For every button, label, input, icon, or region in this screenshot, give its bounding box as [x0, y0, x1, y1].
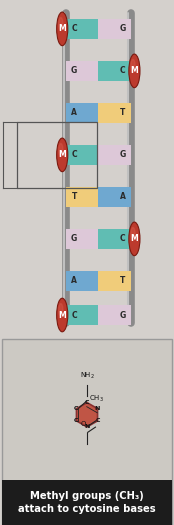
FancyBboxPatch shape [98, 103, 130, 123]
FancyBboxPatch shape [66, 61, 98, 81]
FancyBboxPatch shape [98, 271, 130, 291]
Text: C: C [74, 406, 79, 411]
Circle shape [131, 227, 135, 240]
Text: C: C [85, 400, 89, 405]
Text: C: C [71, 310, 77, 320]
Text: C: C [95, 418, 100, 423]
Text: C: C [71, 24, 77, 34]
Circle shape [59, 143, 63, 156]
Circle shape [129, 54, 140, 88]
Text: T: T [120, 108, 125, 118]
FancyBboxPatch shape [66, 229, 98, 249]
Text: G: G [71, 66, 77, 76]
Text: M: M [58, 24, 66, 34]
Text: A: A [71, 276, 77, 286]
FancyBboxPatch shape [66, 305, 98, 325]
FancyBboxPatch shape [98, 61, 130, 81]
Text: C: C [120, 234, 125, 244]
Text: M: M [130, 234, 138, 244]
Circle shape [57, 298, 68, 332]
Text: A: A [120, 192, 125, 202]
FancyBboxPatch shape [98, 187, 130, 207]
FancyBboxPatch shape [98, 19, 130, 39]
FancyBboxPatch shape [2, 339, 172, 525]
Circle shape [57, 138, 68, 172]
FancyBboxPatch shape [2, 480, 172, 525]
Text: NH$_2$: NH$_2$ [80, 370, 94, 381]
Text: N: N [95, 406, 100, 411]
Text: C: C [71, 150, 77, 160]
FancyBboxPatch shape [98, 229, 130, 249]
Circle shape [57, 12, 68, 46]
Text: Methyl groups (CH₃)
attach to cytosine bases: Methyl groups (CH₃) attach to cytosine b… [18, 491, 156, 514]
Text: M: M [58, 310, 66, 320]
FancyBboxPatch shape [66, 19, 98, 39]
FancyBboxPatch shape [66, 187, 98, 207]
FancyBboxPatch shape [66, 103, 98, 123]
Circle shape [131, 59, 135, 72]
Text: CH$_3$: CH$_3$ [89, 394, 104, 404]
Text: G: G [71, 234, 77, 244]
Circle shape [59, 303, 63, 317]
Text: G: G [119, 310, 126, 320]
Text: O: O [80, 421, 86, 427]
Circle shape [59, 17, 63, 30]
Text: G: G [119, 24, 126, 34]
Text: M: M [130, 66, 138, 76]
Text: M: M [58, 150, 66, 160]
FancyBboxPatch shape [66, 145, 98, 165]
Text: A: A [71, 108, 77, 118]
Circle shape [129, 222, 140, 256]
Bar [17, 122, 97, 188]
FancyBboxPatch shape [98, 145, 130, 165]
FancyBboxPatch shape [66, 271, 98, 291]
Text: N: N [84, 424, 90, 429]
Text: T: T [120, 276, 125, 286]
Text: C: C [120, 66, 125, 76]
FancyBboxPatch shape [98, 305, 130, 325]
Text: T: T [72, 192, 77, 202]
Text: C: C [74, 418, 79, 423]
Text: G: G [119, 150, 126, 160]
Polygon shape [76, 403, 98, 427]
